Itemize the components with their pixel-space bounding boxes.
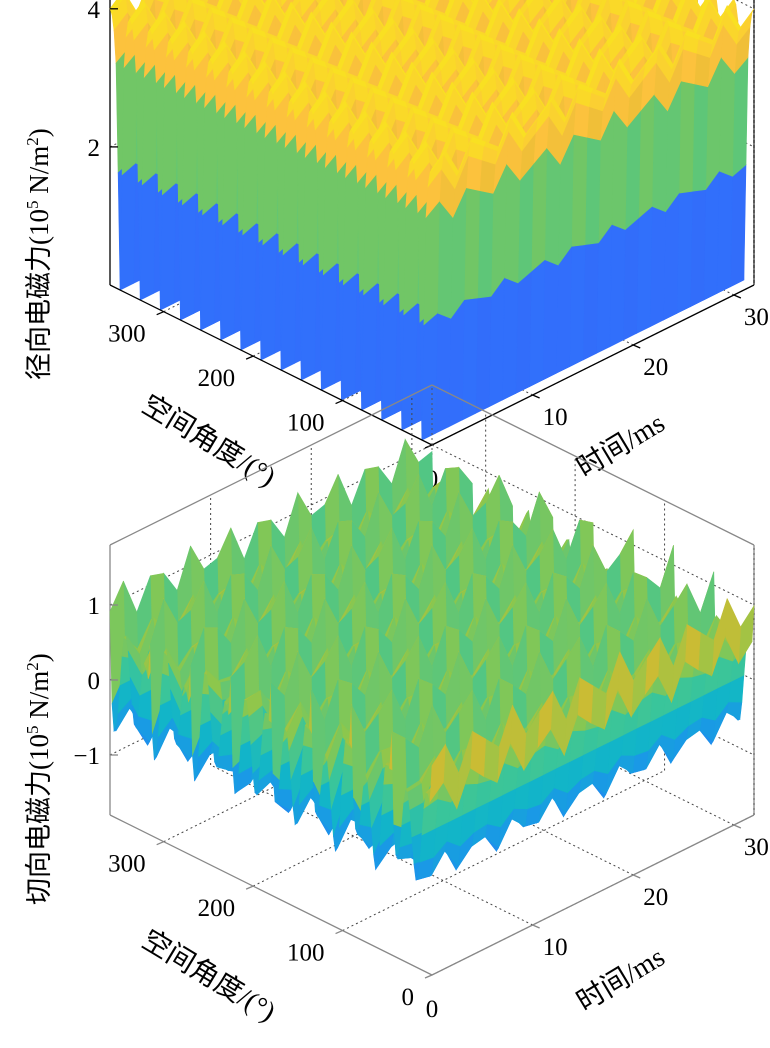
surface-patch bbox=[582, 242, 599, 361]
surface bbox=[109, 0, 755, 441]
surface-patch bbox=[479, 159, 496, 194]
surface-patch bbox=[401, 302, 418, 431]
y-axis-label: 时间/ms bbox=[571, 407, 670, 484]
surface-patch bbox=[691, 83, 709, 192]
surface-patch bbox=[584, 136, 601, 246]
radial-force-surface-chart: 0100200300102030240 空间角度/(°) 时间/ms 径向电磁力… bbox=[23, 0, 769, 493]
surface-patch bbox=[161, 70, 179, 196]
surface-patch bbox=[341, 272, 358, 401]
x-tick-label: 300 bbox=[108, 321, 146, 348]
surface-patch bbox=[302, 140, 319, 266]
surface-patch bbox=[119, 162, 136, 291]
x-axis-label: 空间角度/(°) bbox=[136, 389, 281, 493]
surface-patch bbox=[421, 312, 438, 441]
surface-patch bbox=[423, 200, 440, 326]
surface-patch bbox=[651, 93, 668, 213]
surface-patch bbox=[678, 80, 695, 194]
surface-patch bbox=[544, 146, 561, 266]
surface-patch bbox=[504, 162, 521, 284]
surface-patch bbox=[571, 134, 588, 247]
y-tick-label: 10 bbox=[543, 404, 568, 431]
surface-patch bbox=[703, 170, 720, 301]
z-tick-label: 2 bbox=[88, 135, 101, 162]
surface-patch bbox=[638, 93, 655, 219]
y-tick-mark bbox=[632, 344, 641, 349]
surface-patch bbox=[361, 282, 378, 411]
x-tick-label: 200 bbox=[198, 365, 236, 392]
surface-patch bbox=[488, 276, 505, 408]
surface-patch bbox=[477, 190, 494, 299]
surface-patch bbox=[596, 223, 613, 354]
surface-patch bbox=[240, 222, 257, 351]
surface-patch bbox=[718, 56, 735, 177]
x-tick-mark bbox=[335, 399, 343, 405]
surface-patch bbox=[180, 192, 197, 321]
surface-patch bbox=[586, 106, 603, 141]
surface-patch bbox=[182, 80, 199, 206]
surface-patch bbox=[502, 277, 519, 401]
surface-patch bbox=[437, 200, 454, 319]
surface-patch bbox=[716, 170, 733, 294]
surface-patch bbox=[200, 202, 217, 331]
surface-patch bbox=[649, 205, 666, 328]
surface-patch bbox=[693, 52, 711, 88]
surface-patch bbox=[202, 90, 219, 216]
surface-patch bbox=[680, 48, 697, 85]
surface-patch bbox=[609, 223, 626, 348]
surface-patch bbox=[262, 120, 279, 246]
surface-patch bbox=[121, 50, 138, 176]
surface-patch bbox=[363, 170, 380, 296]
surface-patch bbox=[141, 60, 158, 186]
surface-patch bbox=[542, 259, 559, 381]
z-tick-label: 4 bbox=[88, 0, 101, 24]
surface-patch bbox=[517, 163, 534, 284]
surface-patch bbox=[280, 242, 297, 371]
surface-patch bbox=[403, 190, 420, 316]
surface-patch bbox=[435, 312, 452, 434]
surface-patch bbox=[624, 109, 641, 231]
y-tick-mark bbox=[733, 294, 742, 299]
surface-patch bbox=[573, 101, 590, 138]
surface-patch bbox=[636, 205, 653, 334]
surface-patch bbox=[300, 252, 317, 381]
surface-patch bbox=[732, 56, 749, 177]
surface-patch bbox=[220, 212, 237, 341]
surface-patch bbox=[383, 180, 400, 306]
surface-patch bbox=[448, 298, 465, 428]
surface-patch bbox=[622, 217, 639, 341]
surface-patch bbox=[139, 172, 156, 301]
x-tick-mark bbox=[245, 355, 254, 360]
surface-patch bbox=[260, 232, 277, 361]
surface-patch bbox=[555, 245, 572, 374]
z-axis-label: 径向电磁力(105 N/m2) bbox=[23, 128, 54, 380]
surface-patch bbox=[159, 182, 177, 311]
surface-patch bbox=[569, 244, 586, 368]
surface-patch bbox=[242, 110, 259, 236]
surface bbox=[109, 438, 755, 881]
surface-patch bbox=[676, 190, 693, 314]
surface-patch bbox=[282, 130, 299, 256]
surface-patch bbox=[320, 262, 338, 391]
surface-patch bbox=[222, 100, 239, 226]
surface-patch bbox=[515, 270, 532, 394]
surface-patch bbox=[528, 259, 546, 388]
x-tick-label: 100 bbox=[287, 410, 325, 437]
surface-patch bbox=[730, 164, 747, 288]
y-tick-mark bbox=[532, 394, 540, 399]
surface-patch bbox=[322, 150, 340, 276]
x-tick-mark bbox=[156, 311, 164, 316]
surface-patch bbox=[465, 155, 482, 191]
surface-patch bbox=[475, 295, 492, 414]
surface-patch bbox=[530, 146, 548, 272]
surface-patch bbox=[689, 189, 707, 308]
surface-patch bbox=[611, 109, 628, 231]
y-tick-label: 20 bbox=[643, 354, 668, 381]
surface-patch bbox=[343, 160, 360, 286]
y-tick-label: 30 bbox=[744, 304, 769, 331]
surface-patch bbox=[463, 187, 480, 301]
surface-patch bbox=[381, 292, 398, 421]
